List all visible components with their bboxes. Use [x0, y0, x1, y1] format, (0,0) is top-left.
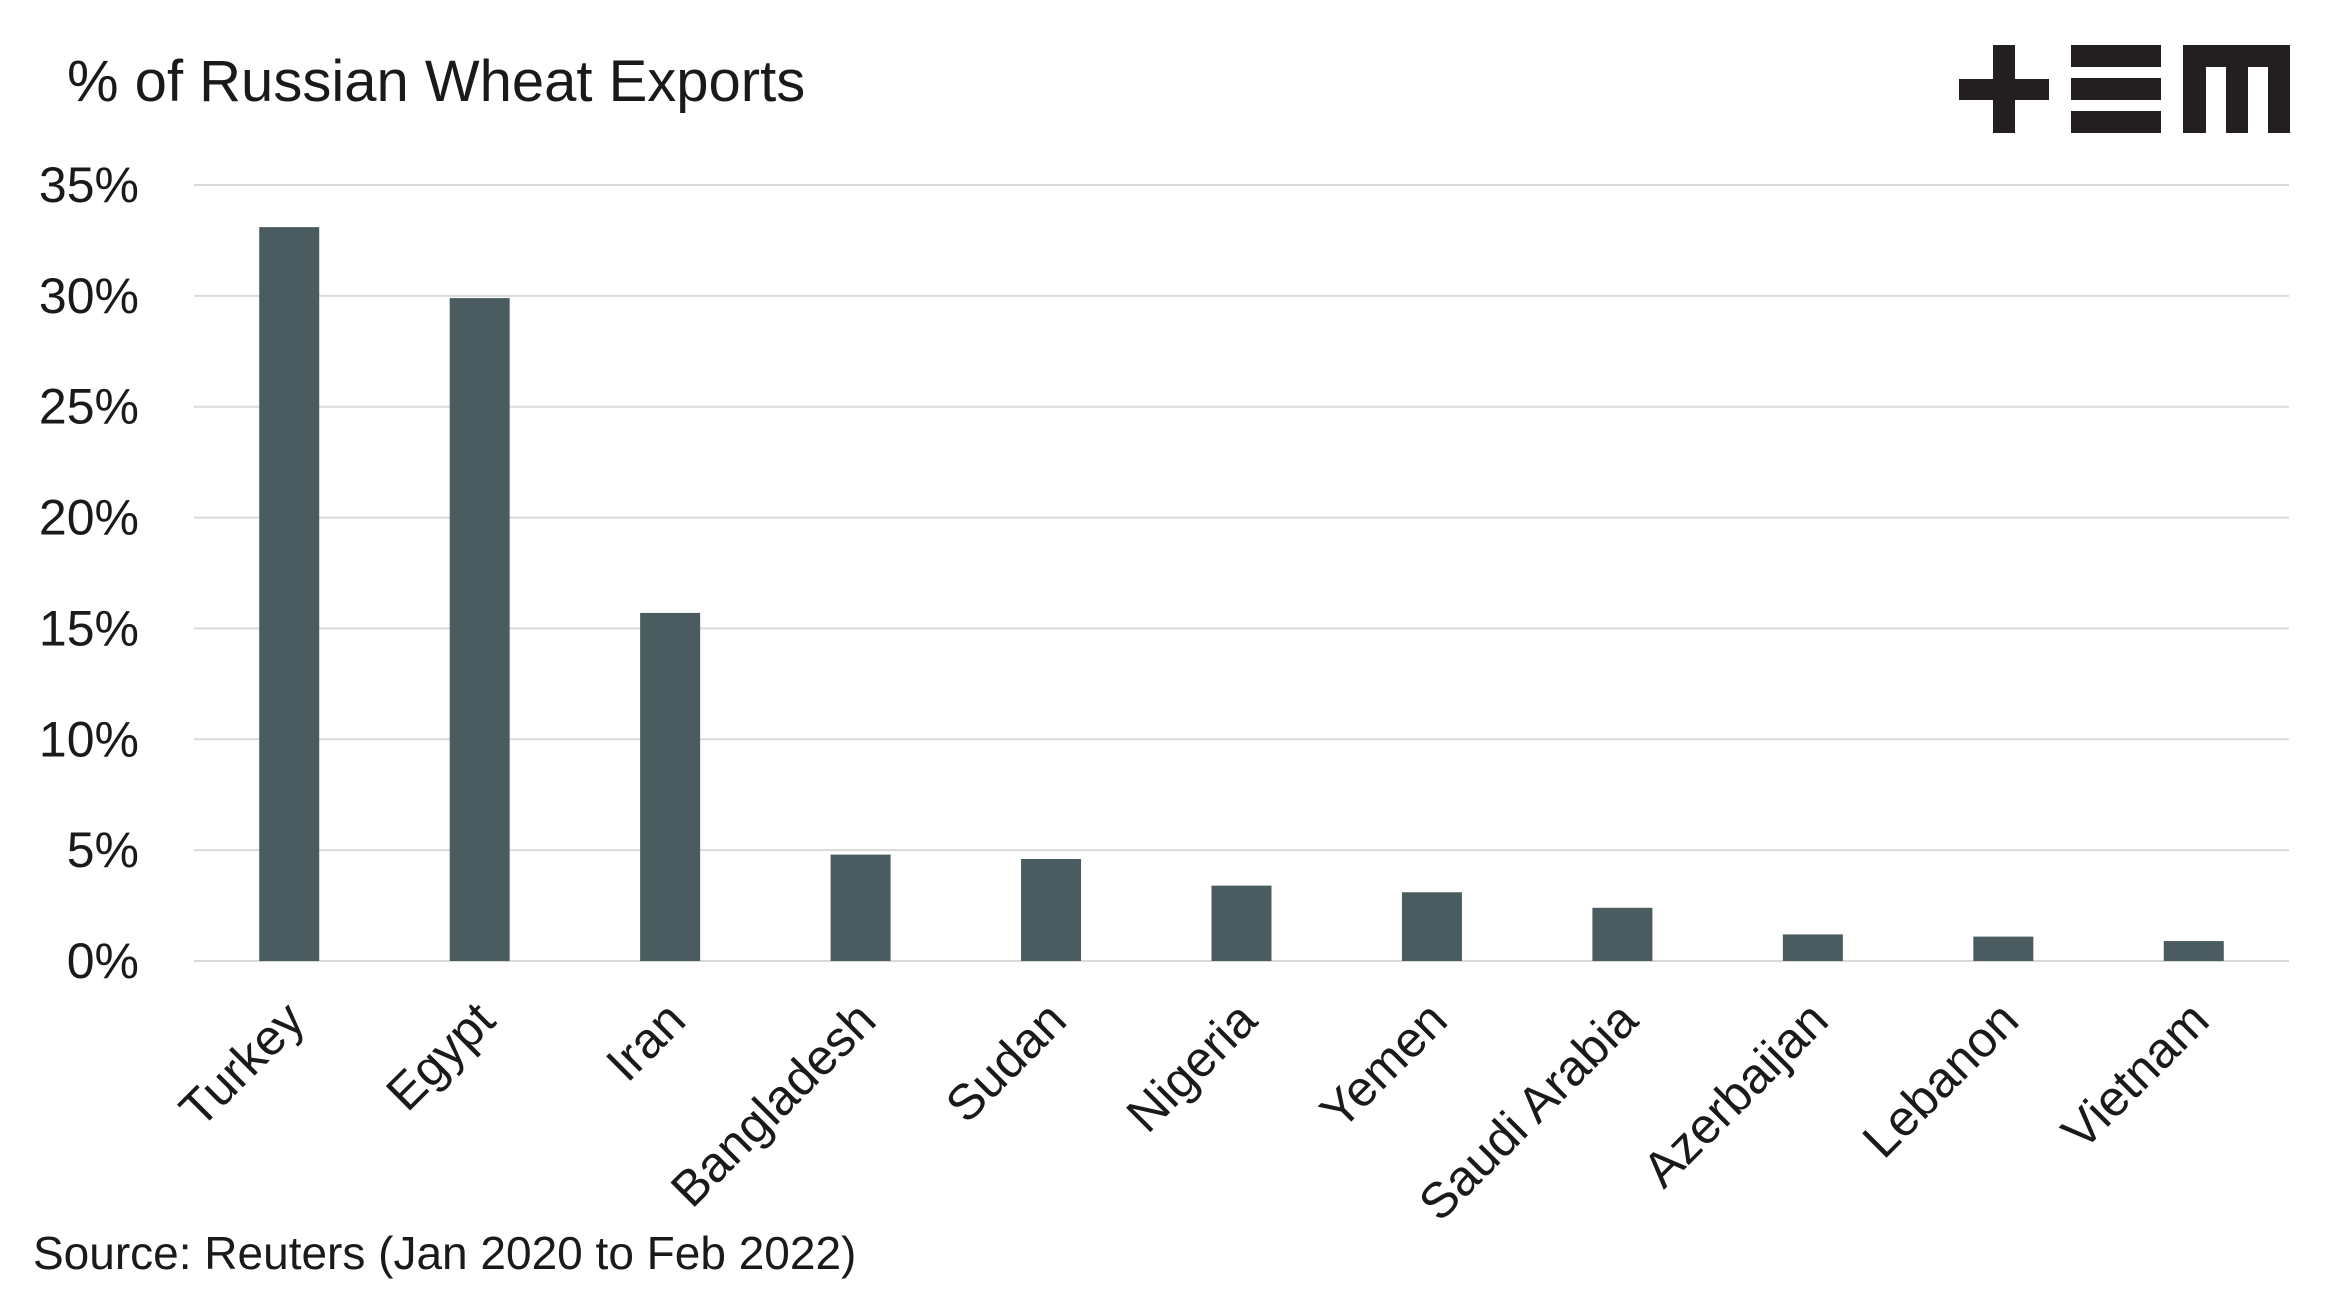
y-tick-label: 35%	[39, 157, 139, 213]
y-tick-label: 10%	[39, 711, 139, 767]
x-tick-label: Yemen	[1309, 991, 1457, 1139]
x-tick-label: Nigeria	[1116, 991, 1268, 1143]
x-tick-label: Vietnam	[2051, 991, 2220, 1160]
x-tick-label: Iran	[595, 991, 696, 1092]
logo	[1959, 45, 2290, 133]
chart-title: % of Russian Wheat Exports	[67, 49, 805, 114]
y-tick-label: 30%	[39, 268, 139, 324]
x-tick-label: Azerbaijan	[1632, 991, 1839, 1198]
gridlines	[194, 184, 2289, 962]
bar-nigeria	[1211, 885, 1272, 961]
y-tick-label: 20%	[39, 490, 139, 546]
bar-yemen	[1401, 892, 1462, 961]
bar-turkey	[259, 227, 320, 961]
bar-azerbaijan	[1782, 934, 1843, 961]
x-tick-label: Bangladesh	[660, 991, 886, 1217]
y-tick-label: 15%	[39, 600, 139, 656]
bar-saudi-arabia	[1592, 907, 1653, 961]
y-tick-label: 0%	[67, 933, 139, 989]
y-tick-label: 5%	[67, 822, 139, 878]
x-tick-label: Lebanon	[1852, 991, 2029, 1168]
bar-bangladesh	[830, 854, 891, 961]
x-tick-label: Sudan	[935, 991, 1077, 1133]
x-tick-label: Turkey	[169, 991, 315, 1137]
x-tick-label: Egypt	[375, 991, 505, 1121]
source-note: Source: Reuters (Jan 2020 to Feb 2022)	[33, 1227, 856, 1279]
bar-vietnam	[2163, 941, 2224, 961]
bar-iran	[640, 612, 701, 961]
bar-egypt	[449, 298, 510, 961]
y-axis: 0% 5% 10% 15% 20% 25% 30% 35%	[39, 157, 139, 989]
bars	[259, 227, 2224, 961]
bar-lebanon	[1973, 936, 2034, 961]
y-tick-label: 25%	[39, 379, 139, 435]
bar-sudan	[1021, 859, 1082, 961]
